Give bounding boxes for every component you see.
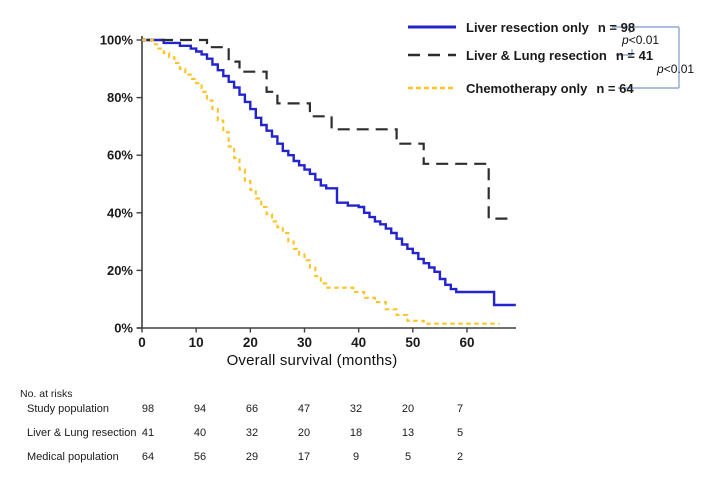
risk-row-medical-population: Medical population 64 56 29 17 9 5 2 [0, 451, 706, 464]
risk-row-label: Liver & Lung resection [27, 427, 137, 439]
bracket-inner-bottom [616, 49, 633, 56]
pvalue-number: <0.01 [628, 33, 660, 47]
legend-item-liver-lung-resection: Liver & Lung resection n = 41 [408, 47, 653, 63]
x-tick-label: 30 [297, 335, 312, 350]
x-tick-label: 40 [351, 335, 366, 350]
legend-n-value: n = 64 [596, 80, 634, 96]
legend-item-chemotherapy: Chemotherapy only n = 64 [408, 80, 634, 96]
legend-line-short-dash-icon [408, 86, 456, 90]
risk-value: 47 [297, 403, 311, 415]
risk-value: 20 [401, 403, 415, 415]
x-tick-label: 0 [138, 335, 146, 350]
x-tick-label: 20 [243, 335, 258, 350]
y-tick-label: 100% [100, 33, 134, 48]
series-curve-liver-lung-resection [142, 38, 511, 220]
legend-n-value: n = 41 [615, 47, 654, 63]
x-axis-title: Overall survival (months) [226, 352, 398, 369]
pvalue-outer-comparison: p<0.01 [657, 62, 694, 76]
risk-value: 40 [193, 427, 207, 439]
pvalue-inner-comparison: p<0.01 [622, 33, 659, 47]
x-tick-label: 60 [459, 335, 474, 350]
series-curve-liver-resection-only [142, 38, 516, 307]
risk-value: 32 [245, 427, 259, 439]
risk-value: 17 [297, 451, 311, 463]
risk-row-label: Study population [27, 403, 109, 415]
y-tick-label: 80% [107, 90, 133, 105]
legend-line-solid-icon [408, 25, 456, 29]
pvalue-number: <0.01 [663, 62, 695, 76]
risk-table-title: No. at risks [20, 388, 73, 400]
risk-value: 56 [193, 451, 207, 463]
risk-value: 13 [401, 427, 415, 439]
risk-row-study-population: Study population 98 94 66 47 32 20 7 [0, 403, 706, 416]
legend-label: Chemotherapy only [466, 80, 588, 96]
risk-value: 5 [404, 451, 412, 463]
series-curve-chemotherapy-only [142, 38, 500, 325]
legend-item-liver-resection: Liver resection only n = 98 [408, 19, 635, 35]
legend-line-long-dash-icon [408, 53, 456, 57]
y-tick-label: 40% [107, 205, 133, 220]
legend-label: Liver resection only [466, 19, 589, 35]
pvalue-symbol: p [657, 62, 664, 76]
risk-value: 2 [456, 451, 464, 463]
y-tick-label: 20% [107, 263, 133, 278]
legend-label: Liver & Lung resection [466, 47, 607, 63]
risk-value: 20 [297, 427, 311, 439]
risk-row-label: Medical population [27, 451, 119, 463]
risk-value: 41 [141, 427, 155, 439]
risk-value: 98 [141, 403, 155, 415]
x-tick-label: 50 [405, 335, 420, 350]
risk-value: 64 [141, 451, 155, 463]
risk-value: 7 [456, 403, 464, 415]
legend-n-value: n = 98 [597, 19, 636, 35]
y-tick-label: 0% [114, 321, 133, 336]
risk-value: 5 [456, 427, 464, 439]
risk-value: 32 [349, 403, 363, 415]
risk-value: 66 [245, 403, 259, 415]
risk-value: 29 [245, 451, 259, 463]
y-tick-label: 60% [107, 148, 133, 163]
pvalue-symbol: p [622, 33, 629, 47]
risk-value: 18 [349, 427, 363, 439]
risk-value: 9 [352, 451, 360, 463]
risk-value: 94 [193, 403, 207, 415]
risk-row-liver-lung-resection: Liver & Lung resection 41 40 32 20 18 13 5 [0, 427, 706, 440]
x-tick-label: 10 [189, 335, 204, 350]
